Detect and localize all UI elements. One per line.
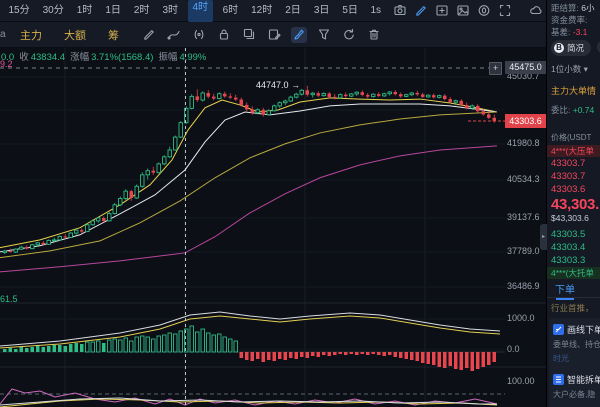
profile-button[interactable]: B简况 [551,40,600,56]
axis-label: 100.00 [507,376,535,386]
axis-label: 36486.9 [507,281,540,291]
indicator-tab-筹[interactable]: 筹 [97,27,130,43]
order-book-sidebar: 距结算: 6小 资金费率: 基差: -3.1 B简况 1位小数 ▾ 主力大单情 … [546,0,600,407]
bid-row[interactable]: 43303.4 [551,242,585,253]
edit-doc-icon[interactable] [266,27,282,43]
fullscreen-icon[interactable] [497,3,513,19]
promo-smart-split[interactable]: 智能拆单 大户必备,隐 [549,368,600,407]
last-price: 43,303. [551,196,599,213]
clipped-left-glyph: a [0,29,9,40]
axis-label: 1000.0 [507,313,535,323]
ma-long [0,146,497,272]
copy-icon[interactable] [241,27,257,43]
bid-row[interactable]: 43303.3 [551,255,585,266]
axis-label: 0.0 [507,344,520,354]
timeframe-1s[interactable]: 1s [364,5,389,16]
axis-label: 39137.6 [507,212,540,222]
timeframe-12时[interactable]: 12时 [245,0,279,22]
trash-icon[interactable] [366,27,382,43]
settlement-row: 距结算: 6小 [551,2,594,14]
lock-icon[interactable] [216,27,232,43]
price-column-header: 价格(USDT [551,132,591,143]
ma-fast [0,98,497,248]
chevron-down-icon: ▾ [584,64,588,74]
price-annotation: 44747.0 → [256,80,300,90]
timeframe-30分[interactable]: 30分 [36,0,70,22]
promo-draw-order[interactable]: 画线下单 委单线、持仓 时光 [549,318,600,374]
promo-note: 行业首推， [551,302,594,314]
timeframe-5日[interactable]: 5日 [336,0,365,22]
toolbar-icons [389,3,515,19]
bid-row[interactable]: 43303.5 [551,229,585,240]
sidebar-collapse-handle[interactable]: ▸ [540,224,547,250]
timeframe-15分[interactable]: 15分 [2,0,36,22]
decimal-selector[interactable]: 1位小数 ▾ [551,63,588,75]
ask-row[interactable]: 43303.6 [551,184,585,195]
timeframe-2时[interactable]: 2时 [127,0,156,22]
buy-wall-alert[interactable]: 4***(大托单 [547,267,600,279]
smart-split-icon [553,374,564,385]
panel-header-large-orders: 主力大单情 [551,84,596,97]
circle-zero-icon[interactable] [476,3,492,19]
image-icon[interactable] [455,3,471,19]
last-price-usd: $43,303.6 [551,213,589,223]
axis-label: 41980.8 [507,138,540,148]
cloud-icon [528,3,544,19]
drawing-tools [136,27,386,43]
second-toolbar: a 主力大额筹 [0,22,546,48]
timeframe-1时[interactable]: 1时 [70,0,99,22]
timeframe-3时[interactable]: 3时 [156,0,185,22]
add-pane-icon[interactable] [434,3,450,19]
indicator-tab-大额[interactable]: 大额 [53,27,97,43]
axis-label: 37789.0 [507,246,540,256]
alert-price-tag[interactable]: 45475.0 [505,61,546,74]
timeframe-6时[interactable]: 6时 [216,0,245,22]
candlestick-chart[interactable]: 44747.0 → [0,0,546,407]
ask-row[interactable]: 43303.7 [551,158,585,169]
timeframe-3日[interactable]: 3日 [307,0,336,22]
order-tab-bar: 下单 [547,280,600,298]
basis-row: 基差: -3.1 [551,26,587,38]
wave-icon[interactable] [191,27,207,43]
pencil-icon[interactable] [413,3,429,19]
current-price-tag: 43303.6 [505,114,546,128]
add-alert-button[interactable]: + [489,62,502,75]
funding-row: 资金费率: [551,14,587,26]
promo-link[interactable]: 时光 [553,353,600,364]
timeframe-1日[interactable]: 1日 [99,0,128,22]
weibi-row: 委比: +0.74 [551,104,594,116]
timeframe-list: 15分30分1时1日2时3时4时6时12时2日3日5日 [2,0,364,22]
brush-icon[interactable] [291,27,307,43]
pencil-icon[interactable] [141,27,157,43]
sell-wall-alert[interactable]: 4***(大压单 [547,145,600,157]
timeframe-4时[interactable]: 4时 [188,0,214,22]
draw-order-icon [553,324,564,335]
camera-icon[interactable] [392,3,408,19]
price-axis[interactable]: 45475.0 43303.6 45030.741980.840534.3391… [505,0,546,407]
timeframe-2日[interactable]: 2日 [279,0,308,22]
top-toolbar: 15分30分1时1日2时3时4时6时12时2日3日5日 1s 未命名 K线分析 [0,0,546,22]
curve-icon[interactable] [166,27,182,43]
refresh-icon[interactable] [341,27,357,43]
tab-place-order[interactable]: 下单 [555,281,575,296]
axis-label: 40534.3 [507,174,540,184]
funnel-icon[interactable] [316,27,332,43]
indicator-tabs: 主力大额筹 [9,27,130,43]
trading-app: 44747.0 → 15分30分1时1日2时3时4时6时12时2日3日5日 1s… [0,0,600,407]
ask-row[interactable]: 43303.7 [551,171,585,182]
btc-icon: B [554,43,564,53]
indicator-tab-主力[interactable]: 主力 [9,27,53,43]
